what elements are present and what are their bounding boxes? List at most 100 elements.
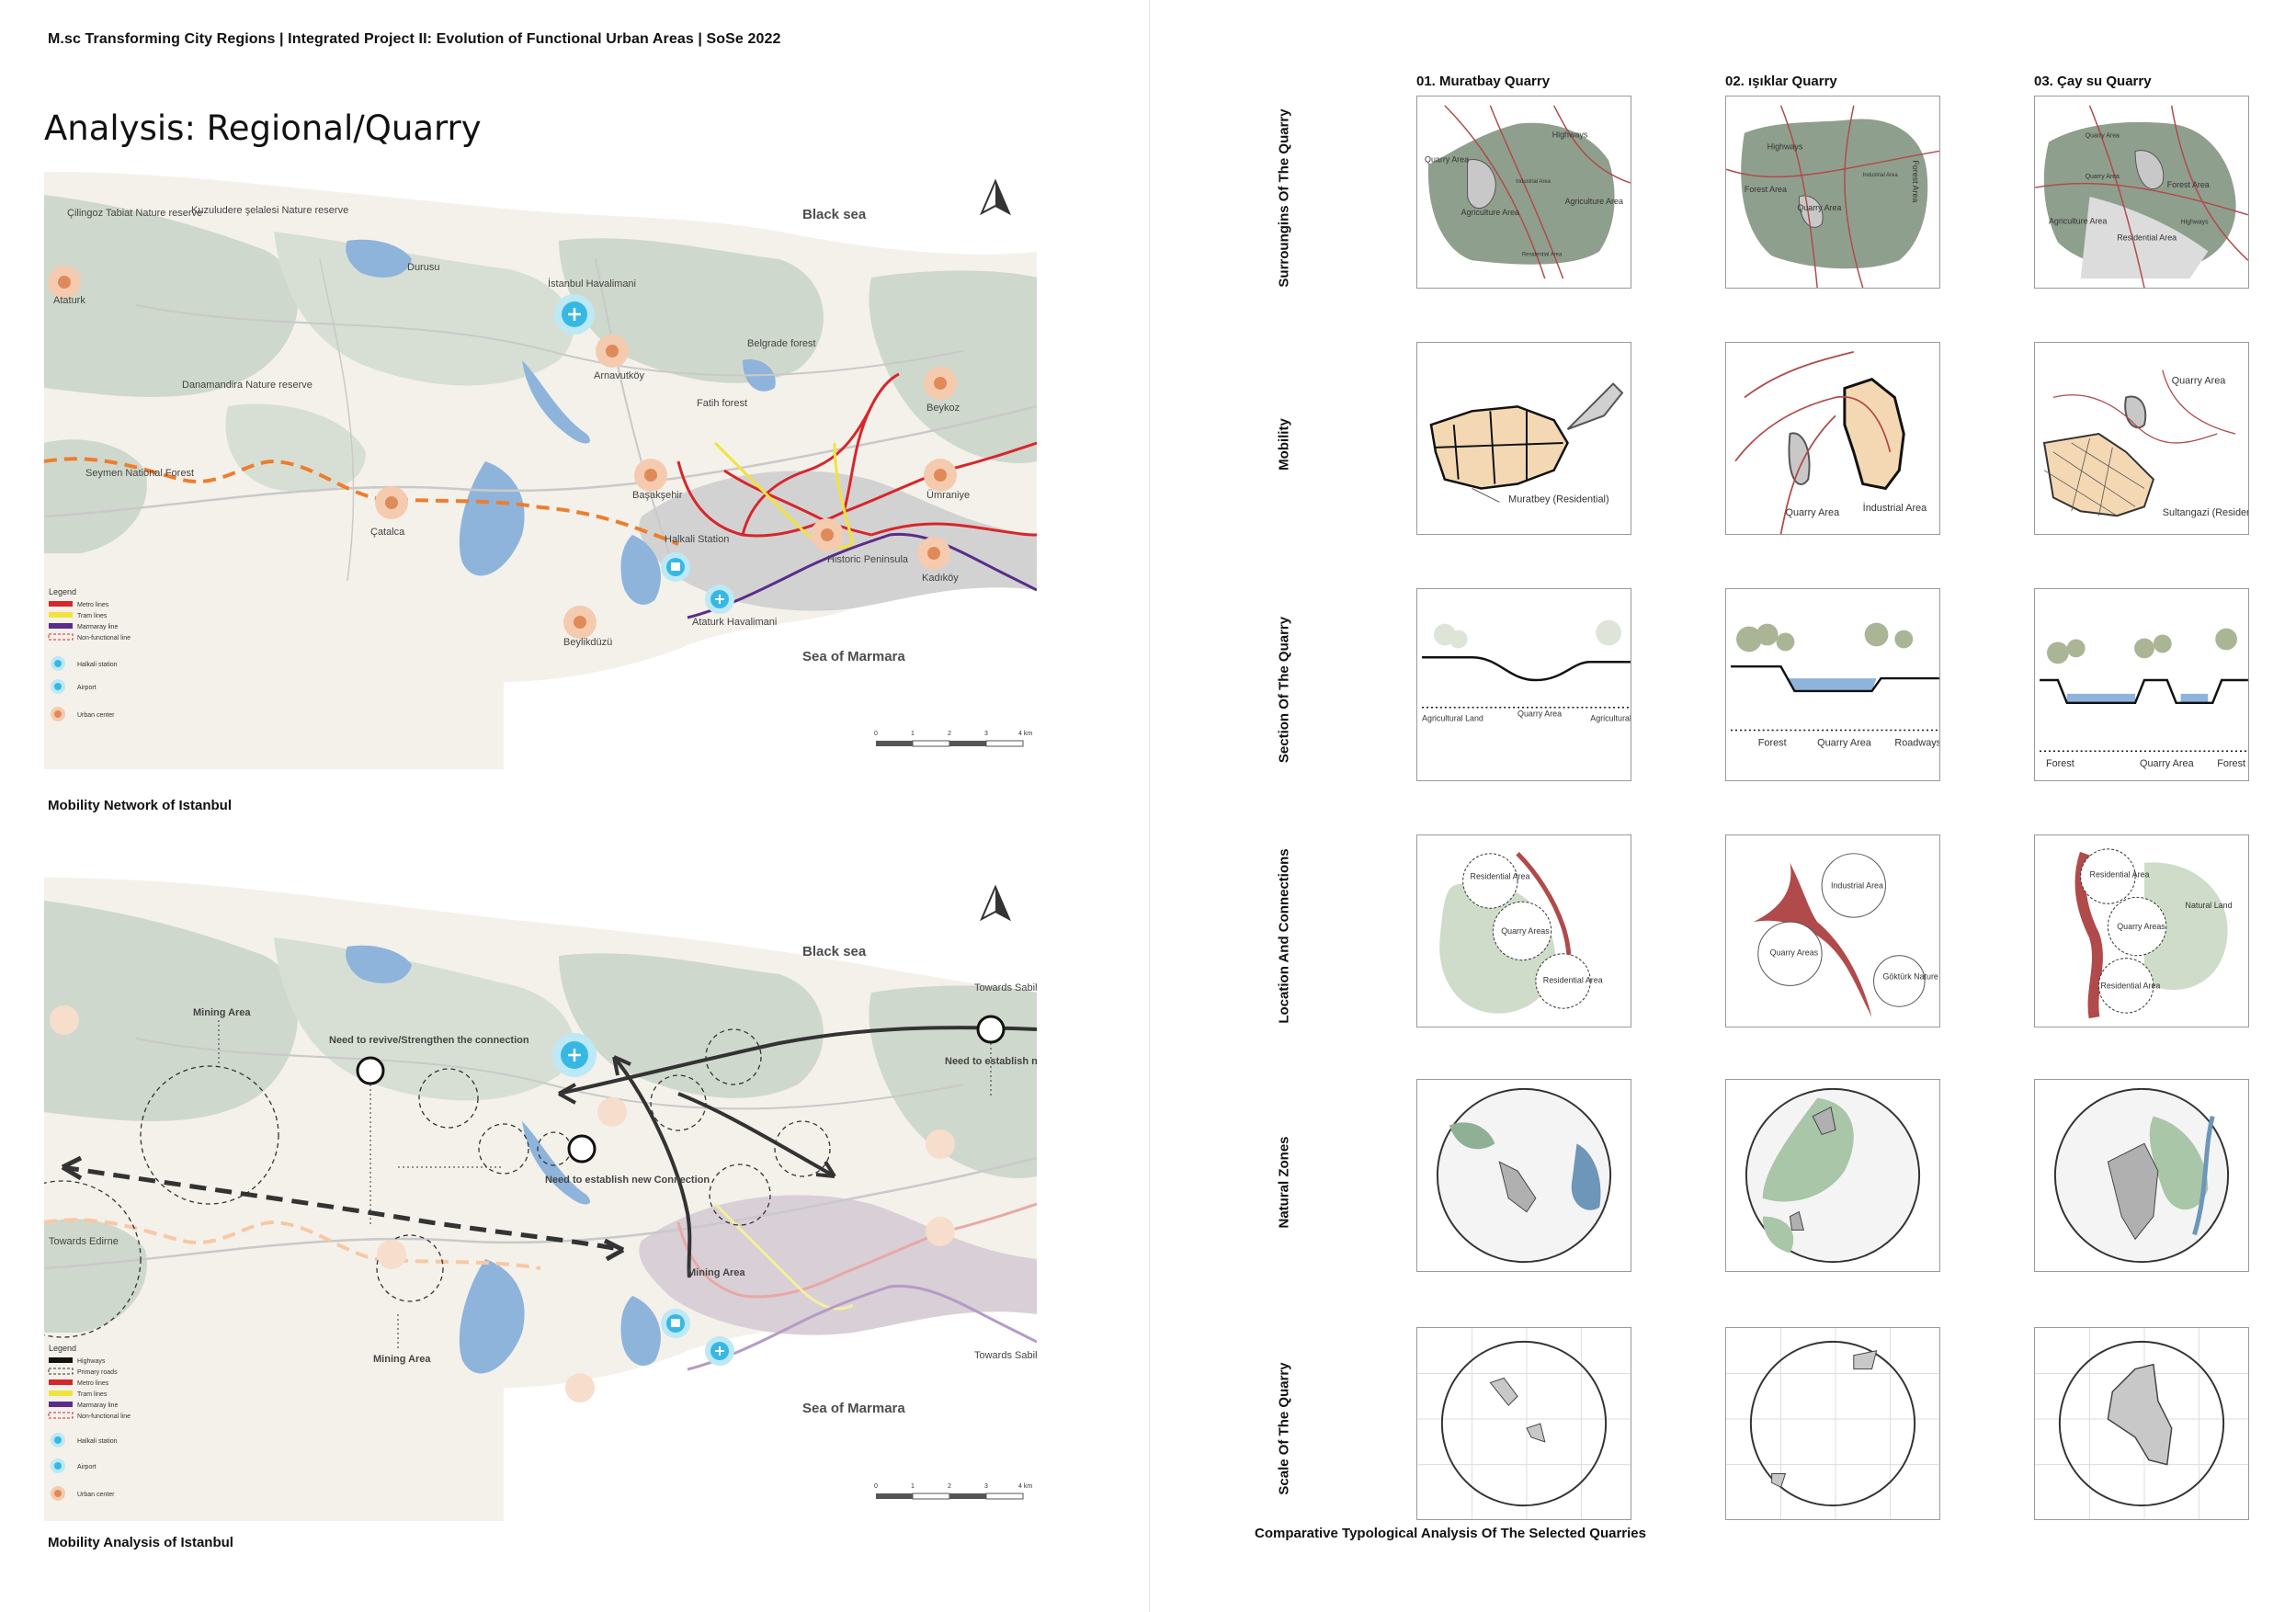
svg-text:Halkali station: Halkali station [77, 1438, 118, 1445]
svg-text:Airport: Airport [77, 1464, 97, 1470]
svg-text:3: 3 [984, 731, 988, 737]
svg-text:Tram lines: Tram lines [77, 1391, 108, 1398]
svg-text:Residential Area: Residential Area [1522, 252, 1563, 257]
svg-text:Agriculture Area: Agriculture Area [1565, 197, 1623, 206]
svg-text:Metro lines: Metro lines [77, 1380, 109, 1387]
svg-text:Forest: Forest [2217, 758, 2245, 769]
svg-text:Forest: Forest [2046, 758, 2074, 769]
svg-text:Quarry Area: Quarry Area [2172, 376, 2227, 387]
page-header: M.sc Transforming City Regions | Integra… [48, 31, 781, 47]
black-sea-label: Black sea [802, 944, 867, 959]
svg-text:Forest: Forest [1758, 737, 1787, 748]
section-cell-1: Agricultural Land Quarry Area Agricultur… [1416, 588, 1631, 781]
north-arrow-icon [979, 178, 1012, 216]
svg-text:Tram lines: Tram lines [77, 613, 108, 619]
svg-text:Residential Area: Residential Area [2117, 233, 2177, 242]
place-label: Halkali Station [665, 534, 729, 545]
svg-text:Metro lines: Metro lines [77, 602, 109, 608]
svg-text:Quarry Area: Quarry Area [1517, 710, 1562, 719]
annotation-label: Mining Area [373, 1354, 431, 1365]
column-header: 01. Muratbay Quarry [1416, 74, 1551, 89]
svg-text:Quarry Area: Quarry Area [1797, 203, 1841, 212]
row-label: Scale Of The Quarry [1276, 1362, 1292, 1495]
place-label: Kadıköy [922, 573, 959, 584]
scale-bar: 0 1 2 3 4 km [874, 731, 1032, 747]
scale-cell-2 [1725, 1327, 1940, 1520]
mobility-cell-1: Muratbey (Residential) [1416, 342, 1631, 535]
svg-text:2: 2 [948, 1483, 951, 1490]
svg-text:Legend: Legend [49, 1344, 76, 1353]
svg-text:Non-functional line: Non-functional line [77, 1413, 131, 1420]
svg-text:Muratbey (Residential): Muratbey (Residential) [1508, 494, 1608, 505]
map1-caption: Mobility Network of Istanbul [48, 798, 233, 813]
svg-text:Quarry Areas: Quarry Areas [1770, 948, 1819, 958]
svg-text:Agricultural Land: Agricultural Land [1590, 714, 1631, 723]
annotation-label: Mining Area [193, 1007, 251, 1018]
non-functional-line [44, 457, 679, 546]
section-cell-2: Forest Quarry Area Roadways [1725, 588, 1940, 781]
annotation-label: Need to revive/Strengthen the connection [329, 1035, 529, 1046]
bottom-caption: Comparative Typological Analysis Of The … [1255, 1526, 1646, 1541]
place-label: Çatalca [370, 527, 405, 538]
row-label: Surroungins Of The Quarry [1276, 108, 1292, 288]
place-label: Başakşehir [632, 490, 683, 501]
svg-text:Forest Area: Forest Area [2167, 180, 2210, 189]
mining-area-circle [44, 1028, 831, 1338]
train-station-icon [661, 1309, 690, 1338]
scale-cell-1 [1416, 1327, 1631, 1520]
row-label: Section Of The Quarry [1276, 616, 1292, 764]
urban-center-icon [50, 1005, 955, 1402]
place-label: Belgrade forest [747, 338, 816, 349]
svg-text:Quarry Area: Quarry Area [2086, 133, 2120, 140]
north-arrow-icon [979, 884, 1012, 922]
mobility-cell-2: Quarry Area İndustrial Area [1725, 342, 1940, 535]
forest-zone [44, 195, 299, 397]
page-divider [1149, 0, 1150, 1612]
column-header: 03. Çay su Quarry [2034, 74, 2152, 89]
place-label: Durusu [407, 262, 439, 273]
svg-text:Residential Area: Residential Area [1471, 872, 1530, 881]
svg-text:Industrial Area: Industrial Area [1863, 173, 1899, 178]
mobility-analysis-map: Black sea Sea of Marmara Mining Area Min… [44, 873, 1037, 1521]
svg-text:3: 3 [984, 1483, 988, 1490]
svg-text:Industrial Area: Industrial Area [1516, 179, 1552, 185]
svg-text:Marmaray line: Marmaray line [77, 1402, 118, 1409]
place-label: Seymen National Forest [85, 468, 194, 479]
airport-icon [705, 585, 734, 614]
airport-icon [552, 1033, 597, 1077]
section-cell-3: Forest Quarry Area Forest [2034, 588, 2249, 781]
place-label: İstanbul Havalimani [548, 278, 636, 289]
annotation-label: Need to establish new Connection [545, 1175, 710, 1186]
svg-text:Quarry Areas: Quarry Areas [2117, 922, 2165, 931]
natural-zones-cell-3 [2034, 1079, 2249, 1272]
svg-text:4 km: 4 km [1018, 1483, 1032, 1490]
place-label: Arnavutköy [594, 370, 645, 381]
row-label: Location And Connections [1276, 848, 1292, 1024]
location-cell-1: Residential Area Quarry Areas Residentia… [1416, 834, 1631, 1027]
svg-text:Urban center: Urban center [77, 712, 115, 719]
svg-text:Quarry Area: Quarry Area [2140, 758, 2195, 769]
natural-zones-cell-2 [1725, 1079, 1940, 1272]
map-legend: Legend Metro lines Tram lines Marmaray l… [48, 587, 131, 721]
svg-text:Residential Area: Residential Area [1543, 975, 1603, 984]
svg-text:Industrial Area: Industrial Area [1831, 880, 1883, 890]
location-cell-2: Industrial Area Quarry Areas Göktürk Nat… [1725, 834, 1940, 1027]
svg-text:Agriculture Area: Agriculture Area [2049, 217, 2107, 226]
annotation-label: Mining Area [688, 1267, 745, 1278]
svg-text:Residential Area: Residential Area [2090, 870, 2150, 880]
svg-text:Residential Area: Residential Area [2100, 981, 2160, 990]
row-label: Natural Zones [1276, 1136, 1292, 1229]
svg-text:Sultangazi (Residential): Sultangazi (Residential) [2163, 507, 2248, 518]
black-sea-label: Black sea [802, 207, 867, 222]
connection-needed-icon [567, 1015, 1006, 1164]
svg-text:Non-functional line: Non-functional line [77, 635, 131, 641]
svg-text:Quarry Areas: Quarry Areas [1501, 926, 1550, 936]
svg-text:İndustrial Area: İndustrial Area [1863, 502, 1927, 514]
svg-text:Forest Area: Forest Area [1911, 160, 1920, 202]
svg-text:Halkali station: Halkali station [77, 662, 118, 668]
svg-text:Airport: Airport [77, 685, 97, 691]
place-label: Fatih forest [697, 398, 747, 409]
connection-arrow [558, 1026, 1037, 1095]
map2-caption: Mobility Analysis of Istanbul [48, 1535, 233, 1550]
svg-text:Highways: Highways [1767, 142, 1803, 151]
